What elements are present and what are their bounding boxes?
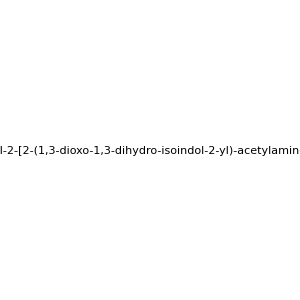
Text: N-Cyclohexyl-2-[2-(1,3-dioxo-1,3-dihydro-isoindol-2-yl)-acetylamino]-benzamide: N-Cyclohexyl-2-[2-(1,3-dioxo-1,3-dihydro… — [0, 146, 300, 157]
